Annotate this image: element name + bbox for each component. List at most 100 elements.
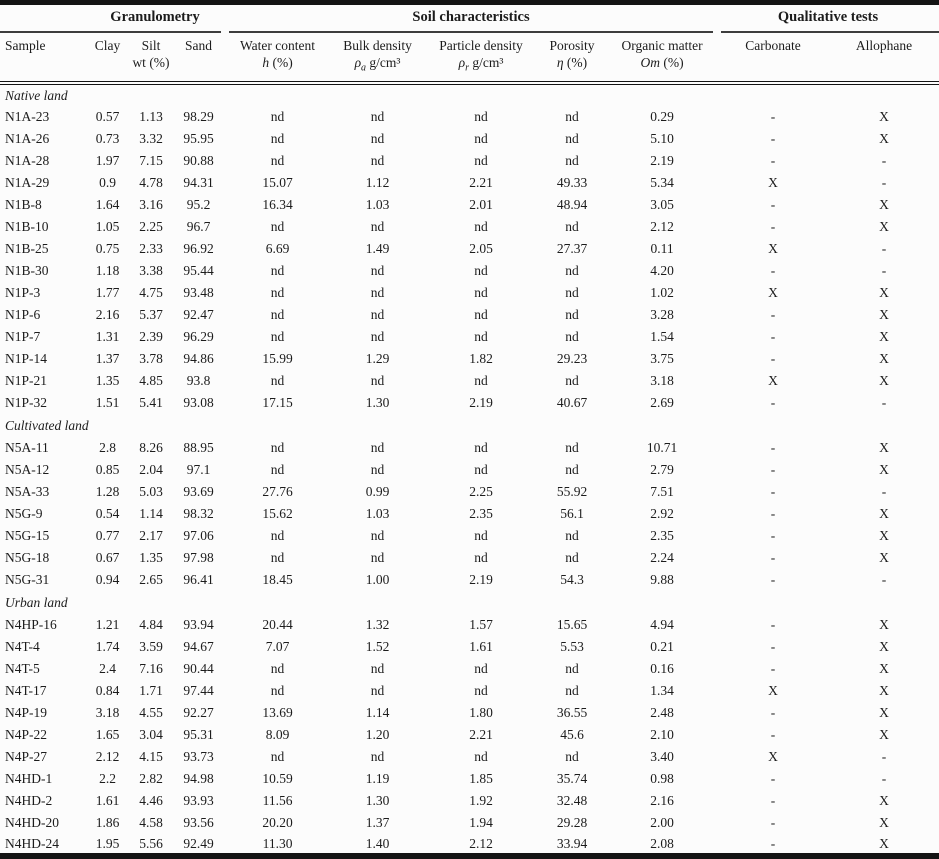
cell: 1.85 (469, 771, 493, 786)
column-title: Porosity (549, 38, 595, 53)
cell: 1.94 (469, 814, 493, 830)
cell: X (879, 307, 889, 322)
cell: nd (565, 683, 579, 699)
cell: 8.26 (139, 440, 163, 456)
column-unit: η (%) (556, 55, 588, 71)
cell: nd (474, 328, 488, 344)
table-row: N1P-7 1.31 2.39 96.29 nd nd nd nd 1.54 - X (0, 326, 939, 348)
cell: 2.16 (650, 792, 674, 808)
cell: nd (474, 462, 488, 478)
cell: 1.19 (365, 771, 390, 786)
cell: nd (474, 263, 488, 279)
cell: nd (370, 372, 385, 388)
sample-id: N1P-32 (5, 394, 48, 410)
column-title: Sample (5, 38, 46, 53)
cell: X (879, 350, 889, 366)
cell: - (770, 219, 776, 235)
cell: 1.49 (365, 241, 390, 257)
cell: 27.37 (556, 241, 588, 257)
cell: 9.88 (650, 571, 674, 587)
table-row: N4T-17 0.84 1.71 97.44 nd nd nd nd 1.34 X X (0, 680, 939, 702)
group-granulometry: Granulometry (85, 3, 225, 34)
column-header-bulk-density: Bulk density ρa g/cm³ (330, 33, 426, 85)
column-title: Clay (94, 38, 121, 53)
sample-id: N4HD-20 (5, 814, 59, 830)
sample-id: N5A-12 (5, 462, 50, 478)
cell: 95.95 (183, 131, 214, 147)
cell: 10.59 (262, 771, 293, 786)
cell: nd (370, 285, 385, 301)
cell: 2.69 (650, 394, 674, 410)
table-row: N1B-30 1.18 3.38 95.44 nd nd nd nd 4.20 - - (0, 260, 939, 282)
cell: X (879, 372, 889, 388)
cell: nd (370, 131, 385, 147)
cell: 4.84 (139, 617, 163, 633)
cell: nd (474, 131, 488, 147)
column-header-porosity: Porosity η (%) (537, 33, 608, 85)
sample-id: N1A-26 (5, 131, 50, 147)
cell: 15.99 (262, 350, 293, 366)
cell: 98.29 (183, 109, 214, 125)
cell: nd (565, 263, 579, 279)
cell: - (770, 484, 776, 500)
cell: nd (370, 328, 385, 344)
cell: nd (474, 549, 488, 565)
cell: 1.61 (469, 639, 493, 655)
cell: 1.03 (365, 197, 390, 213)
cell: nd (565, 440, 579, 456)
column-title: Silt (141, 38, 161, 53)
cell: 2.19 (650, 153, 674, 169)
cell: 29.28 (556, 814, 588, 830)
cell: 1.28 (95, 484, 120, 500)
cell: 93.94 (183, 617, 214, 633)
cell: nd (474, 528, 488, 544)
cell: 27.76 (262, 484, 293, 500)
cell: 4.94 (650, 617, 674, 633)
column-title: Sand (185, 38, 212, 53)
cell: - (770, 661, 776, 677)
cell: 1.54 (650, 328, 674, 344)
table-row: N1B-8 1.64 3.16 95.2 16.34 1.03 2.01 48.94 3.05 -… (0, 194, 939, 216)
column-unit: Om (%) (640, 55, 684, 71)
table-row: N1P-32 1.51 5.41 93.08 17.15 1.30 2.19 40.67 2.6… (0, 392, 939, 414)
cell: - (881, 153, 887, 169)
cell: 0.94 (95, 571, 120, 587)
sample-id: N4HD-2 (5, 792, 53, 808)
cell: 2.4 (99, 661, 116, 677)
cell: 93.08 (183, 394, 214, 410)
cell: 3.05 (650, 197, 674, 213)
cell: 1.37 (365, 814, 390, 830)
cell: 2.17 (139, 528, 163, 544)
table-row: N5A-12 0.85 2.04 97.1 nd nd nd nd 2.79 - X (0, 459, 939, 481)
cell: 11.56 (262, 792, 293, 808)
table-row: N1A-29 0.9 4.78 94.31 15.07 1.12 2.21 49.33 5.34… (0, 172, 939, 194)
cell: 1.52 (365, 639, 390, 655)
cell: 1.57 (469, 617, 493, 633)
cell: nd (270, 307, 285, 322)
cell: nd (474, 285, 488, 301)
column-unit: h (%) (262, 55, 293, 71)
cell: 13.69 (262, 705, 293, 721)
cell: - (770, 506, 776, 522)
cell: 56.1 (560, 506, 584, 522)
cell: - (770, 350, 776, 366)
cell: 0.84 (95, 683, 120, 699)
cell: nd (565, 153, 579, 169)
sample-id: N4T-17 (5, 683, 47, 699)
group-qualitative-tests: Qualitative tests (717, 3, 939, 34)
sample-id: N4HD-24 (5, 835, 59, 851)
cell: X (879, 792, 889, 808)
cell: X (879, 661, 889, 677)
cell: 97.06 (183, 528, 214, 544)
cell: - (770, 792, 776, 808)
table-row: N5A-33 1.28 5.03 93.69 27.76 0.99 2.25 55.92 7.5… (0, 481, 939, 503)
cell: 2.19 (469, 394, 493, 410)
sample-id: N1A-29 (5, 175, 50, 191)
column-unit: ρr g/cm³ (458, 55, 504, 74)
cell: nd (370, 661, 385, 677)
column-header-particle-density: Particle density ρr g/cm³ (425, 33, 538, 85)
cell: 2.21 (469, 727, 493, 743)
cell: nd (370, 549, 385, 565)
cell: 5.03 (139, 484, 163, 500)
